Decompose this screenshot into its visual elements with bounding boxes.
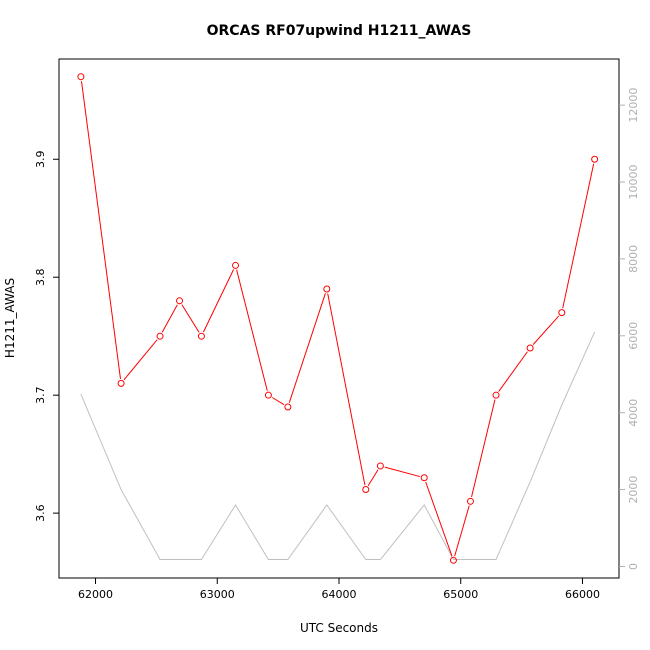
- data-point: [526, 344, 534, 352]
- y2-tick-label: 4000: [627, 399, 640, 427]
- x-axis-label: UTC Seconds: [300, 621, 378, 635]
- series-line-segment: [271, 397, 285, 406]
- x-tick-label: 63000: [200, 588, 235, 601]
- series-line-segment: [123, 339, 158, 381]
- y2-tick-label: 6000: [627, 322, 640, 350]
- series-line-segment: [562, 163, 595, 309]
- secondary-series-line: [80, 331, 596, 561]
- y-tick-label: 3.8: [34, 268, 47, 286]
- data-point: [77, 73, 85, 81]
- series-line-segment: [181, 304, 200, 333]
- data-point: [591, 155, 599, 163]
- data-point: [466, 497, 474, 505]
- data-point: [156, 332, 164, 340]
- series-line-segment: [454, 505, 470, 557]
- data-point: [284, 403, 292, 411]
- data-point: [449, 556, 457, 564]
- x-tick-label: 65000: [443, 588, 478, 601]
- series-line-segment: [288, 293, 326, 403]
- data-point: [558, 309, 566, 317]
- data-point: [420, 474, 428, 482]
- x-tick-label: 66000: [565, 588, 600, 601]
- data-point: [197, 332, 205, 340]
- x-tick-label: 64000: [322, 588, 357, 601]
- y2-tick-label: 0: [627, 563, 640, 570]
- series-line-segment: [81, 81, 121, 379]
- data-point: [323, 285, 331, 293]
- y2-tick-label: 2000: [627, 476, 640, 504]
- x-axis: 62000 63000 64000 65000 66000: [78, 578, 600, 601]
- series-layer: [77, 73, 599, 564]
- y-axis-left: 3.6 3.7 3.8 3.9: [34, 151, 59, 522]
- data-point: [376, 462, 384, 470]
- data-point: [176, 297, 184, 305]
- y-tick-label: 3.9: [34, 151, 47, 169]
- series-line-segment: [471, 399, 496, 498]
- series-line-segment: [202, 269, 235, 333]
- data-point: [264, 391, 272, 399]
- series-line-segment: [384, 466, 421, 478]
- data-point: [362, 486, 370, 494]
- y-axis-label: H1211_AWAS: [3, 278, 17, 358]
- series-line-segment: [327, 293, 366, 486]
- data-point: [117, 379, 125, 387]
- y2-tick-label: 12000: [627, 88, 640, 123]
- series-line-segment: [425, 481, 453, 557]
- y-tick-label: 3.6: [34, 504, 47, 522]
- series-line-segment: [498, 351, 528, 392]
- y2-tick-label: 8000: [627, 245, 640, 273]
- y2-tick-label: 10000: [627, 165, 640, 200]
- data-point: [232, 261, 240, 269]
- series-line-segment: [236, 269, 268, 391]
- data-point: [492, 391, 500, 399]
- series-line-segment: [161, 304, 178, 333]
- y-axis-right: 0 2000 4000 6000 8000 10000 12000: [619, 88, 640, 570]
- x-tick-label: 62000: [78, 588, 113, 601]
- chart-title: ORCAS RF07upwind H1211_AWAS: [207, 23, 472, 39]
- series-line-segment: [532, 315, 560, 345]
- y-tick-label: 3.7: [34, 386, 47, 404]
- series-line-segment: [367, 469, 379, 486]
